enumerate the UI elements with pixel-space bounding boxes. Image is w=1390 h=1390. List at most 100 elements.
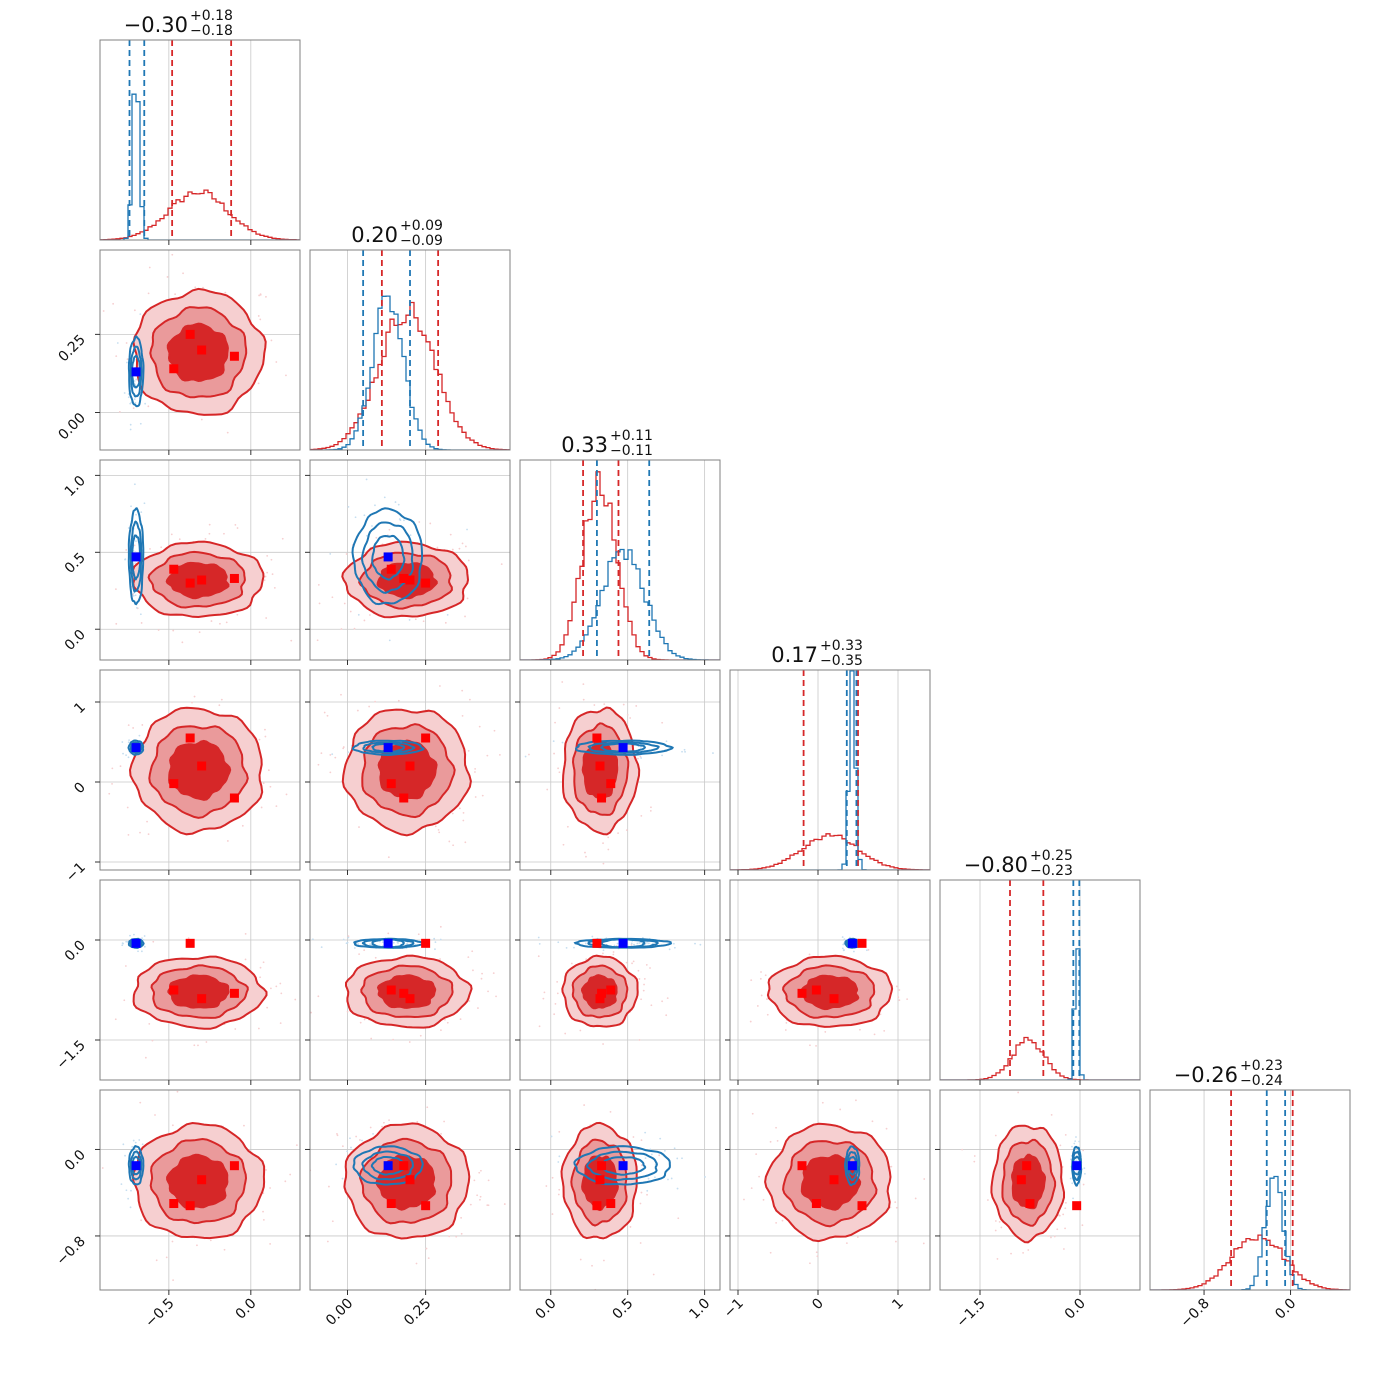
marker-red — [597, 988, 607, 998]
sample-point-red — [359, 1139, 361, 1141]
sample-point-blue — [663, 1149, 666, 1152]
marker-red — [386, 1199, 396, 1209]
sample-point-red — [244, 932, 247, 935]
sample-point-blue — [1075, 1159, 1078, 1162]
panel-title-median: 0.33 — [561, 433, 608, 457]
sample-point-red — [474, 796, 477, 798]
sample-point-red — [1022, 1251, 1024, 1254]
sample-point-red — [632, 960, 635, 963]
sample-point-red — [417, 933, 420, 936]
sample-point-red — [564, 1032, 567, 1035]
axis-frame — [729, 1089, 931, 1291]
axis-frame — [729, 669, 931, 871]
panel-4-2 — [520, 880, 720, 1080]
sample-point-blue — [129, 934, 131, 937]
sample-point-red — [415, 1262, 418, 1265]
sample-point-blue — [138, 1139, 141, 1141]
sample-point-blue — [683, 748, 686, 751]
sample-point-red — [639, 1242, 642, 1244]
y-tick-label: 1.0 — [62, 473, 89, 500]
sample-point-red — [640, 814, 643, 817]
sample-point-red — [833, 1293, 835, 1295]
sample-point-blue — [381, 941, 384, 944]
sample-point-red — [591, 1264, 593, 1267]
sample-point-red — [743, 1198, 745, 1201]
sample-point-red — [140, 622, 143, 624]
sample-point-red — [388, 1119, 390, 1122]
sample-point-blue — [613, 944, 616, 947]
sample-point-red — [271, 573, 274, 576]
sample-point-blue — [357, 943, 360, 945]
sample-point-blue — [673, 946, 676, 949]
sample-point-red — [562, 843, 565, 846]
axis-frame — [519, 879, 721, 1081]
sample-point-red — [359, 1021, 362, 1024]
sample-point-red — [160, 546, 163, 549]
marker-red — [421, 1201, 431, 1211]
sample-point-blue — [466, 528, 468, 531]
panel-title-median: 0.17 — [771, 643, 818, 667]
sample-point-red — [358, 953, 361, 956]
sample-point-blue — [397, 942, 399, 944]
sample-point-red — [429, 522, 432, 525]
sample-point-red — [897, 996, 900, 999]
axis-frame — [1149, 1089, 1351, 1291]
histogram-red — [520, 471, 720, 660]
sample-point-red — [320, 752, 323, 755]
marker-red — [229, 573, 239, 583]
sample-point-red — [639, 1202, 642, 1205]
marker-red — [1016, 1175, 1026, 1185]
marker-red — [797, 1161, 807, 1171]
sample-point-blue — [346, 1150, 349, 1153]
panel-5-5 — [1150, 1090, 1350, 1290]
sample-point-blue — [312, 938, 314, 941]
sample-point-red — [630, 943, 633, 946]
sample-point-blue — [335, 1163, 338, 1166]
sample-point-red — [480, 977, 483, 980]
sample-point-red — [265, 295, 267, 298]
sample-point-blue — [134, 1141, 137, 1144]
sample-point-blue — [128, 739, 130, 742]
sample-point-blue — [125, 754, 127, 757]
sample-point-red — [914, 1197, 917, 1200]
sample-point-red — [661, 1000, 664, 1003]
y-tick-label: 0.5 — [62, 550, 89, 577]
sample-point-red — [503, 1203, 506, 1205]
y-tick-label: 0.0 — [62, 938, 89, 965]
sample-point-blue — [127, 396, 130, 399]
sample-point-red — [1027, 1249, 1030, 1251]
sample-point-blue — [409, 534, 412, 537]
sample-point-red — [996, 1258, 999, 1260]
sample-point-red — [769, 1140, 772, 1143]
sample-point-blue — [537, 936, 540, 939]
contour-blue — [846, 1151, 859, 1182]
panel-3-2 — [520, 670, 720, 870]
marker-red — [597, 1161, 607, 1171]
panel-5-4 — [940, 1090, 1140, 1290]
sample-point-blue — [841, 936, 844, 938]
sample-point-blue — [399, 519, 402, 522]
sample-point-blue — [135, 1148, 138, 1151]
sample-point-blue — [647, 1177, 650, 1180]
sample-point-red — [224, 291, 227, 294]
sample-point-red — [114, 588, 117, 591]
sample-point-blue — [121, 942, 124, 945]
sample-point-red — [275, 985, 278, 988]
sample-point-red — [265, 617, 268, 619]
sample-point-blue — [350, 1146, 352, 1149]
sample-point-blue — [392, 941, 395, 944]
sample-point-blue — [616, 942, 619, 945]
marker-blue — [131, 938, 141, 948]
axis-frame — [729, 879, 931, 1081]
sample-point-blue — [644, 1157, 647, 1160]
sample-point-red — [570, 962, 573, 965]
sample-point-red — [118, 411, 121, 413]
sample-point-red — [487, 990, 489, 993]
sample-point-red — [114, 1018, 117, 1021]
sample-point-red — [205, 1041, 208, 1043]
sample-point-red — [479, 1198, 481, 1201]
sample-point-blue — [374, 504, 376, 507]
panel-title-minus: −0.18 — [190, 23, 233, 39]
marker-red — [405, 575, 415, 585]
sample-point-red — [264, 735, 267, 738]
